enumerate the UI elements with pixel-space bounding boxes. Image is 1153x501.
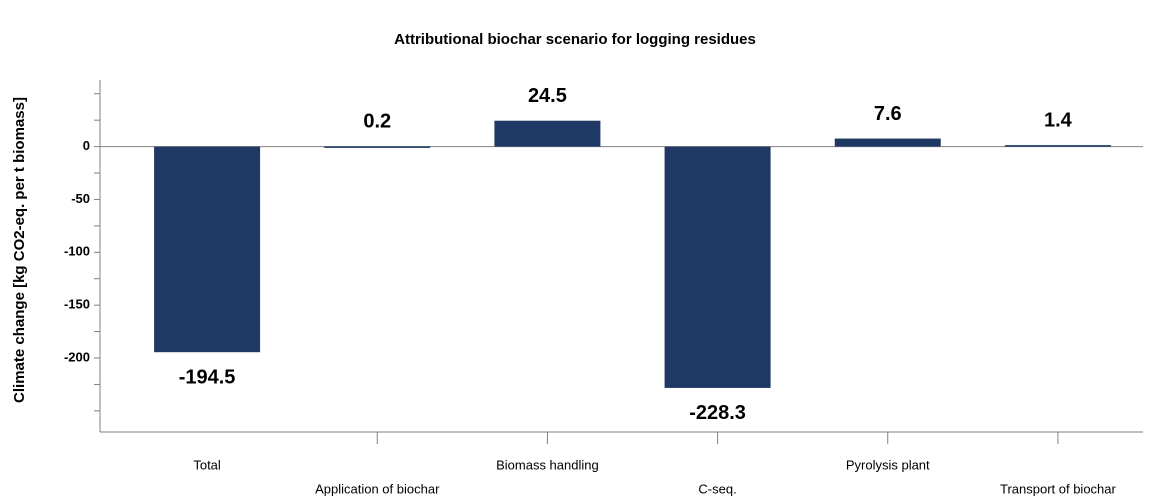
y-tick-label: -50 <box>71 191 90 206</box>
bar <box>154 146 261 353</box>
bar <box>664 146 771 388</box>
value-label: -228.3 <box>689 402 746 424</box>
y-tick-label: -150 <box>64 297 90 312</box>
x-tick-label: C-seq. <box>698 481 736 496</box>
chart-title: Attributional biochar scenario for loggi… <box>394 31 756 48</box>
value-label: 24.5 <box>528 85 567 107</box>
y-tick-label: -200 <box>64 349 90 364</box>
x-tick-label: Total <box>193 457 221 472</box>
x-tick-label: Application of biochar <box>315 481 440 496</box>
bar <box>834 138 941 147</box>
y-tick-label: -100 <box>64 244 90 259</box>
value-label: -194.5 <box>179 366 236 388</box>
value-label: 0.2 <box>363 111 391 133</box>
x-tick-label: Transport of biochar <box>1000 481 1117 496</box>
y-axis-label: Climate change [kg CO2-eq. per t biomass… <box>11 97 28 403</box>
x-tick-label: Pyrolysis plant <box>846 457 930 472</box>
x-tick-label: Biomass handling <box>496 457 599 472</box>
y-tick-label: 0 <box>83 138 90 153</box>
value-label: 7.6 <box>874 103 902 125</box>
value-label: 1.4 <box>1044 109 1073 131</box>
bar <box>1004 145 1111 147</box>
bar <box>494 120 601 147</box>
bar <box>324 146 431 148</box>
